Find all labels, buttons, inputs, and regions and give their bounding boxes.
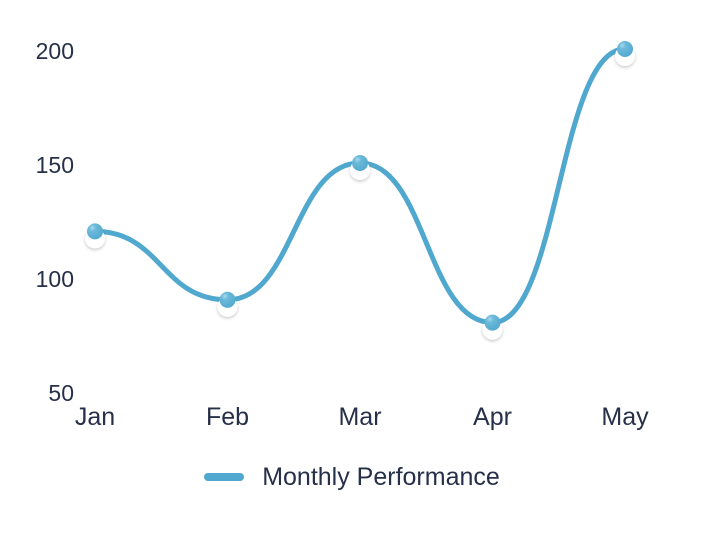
x-axis-tick-label: Mar [338,403,381,431]
data-point-marker[interactable] [617,41,633,57]
data-point-marker[interactable] [87,223,103,240]
legend-line-swatch [204,473,245,481]
y-axis-tick-label: 50 [48,380,74,406]
data-point-marker[interactable] [352,155,368,171]
y-axis-tick-label: 200 [36,38,74,64]
data-point-marker[interactable] [219,291,236,308]
y-axis-tick-label: 150 [36,152,74,178]
legend[interactable]: Monthly Performance [0,462,704,492]
y-axis-tick-label: 100 [36,266,74,292]
x-axis-tick-label: Jan [75,403,115,431]
series-line [92,46,628,326]
data-point-marker[interactable] [484,314,501,331]
legend-label: Monthly Performance [262,463,500,491]
x-axis-tick-label: Feb [206,403,249,431]
x-axis-tick-label: Apr [473,403,512,431]
x-axis-tick-label: May [601,403,649,431]
